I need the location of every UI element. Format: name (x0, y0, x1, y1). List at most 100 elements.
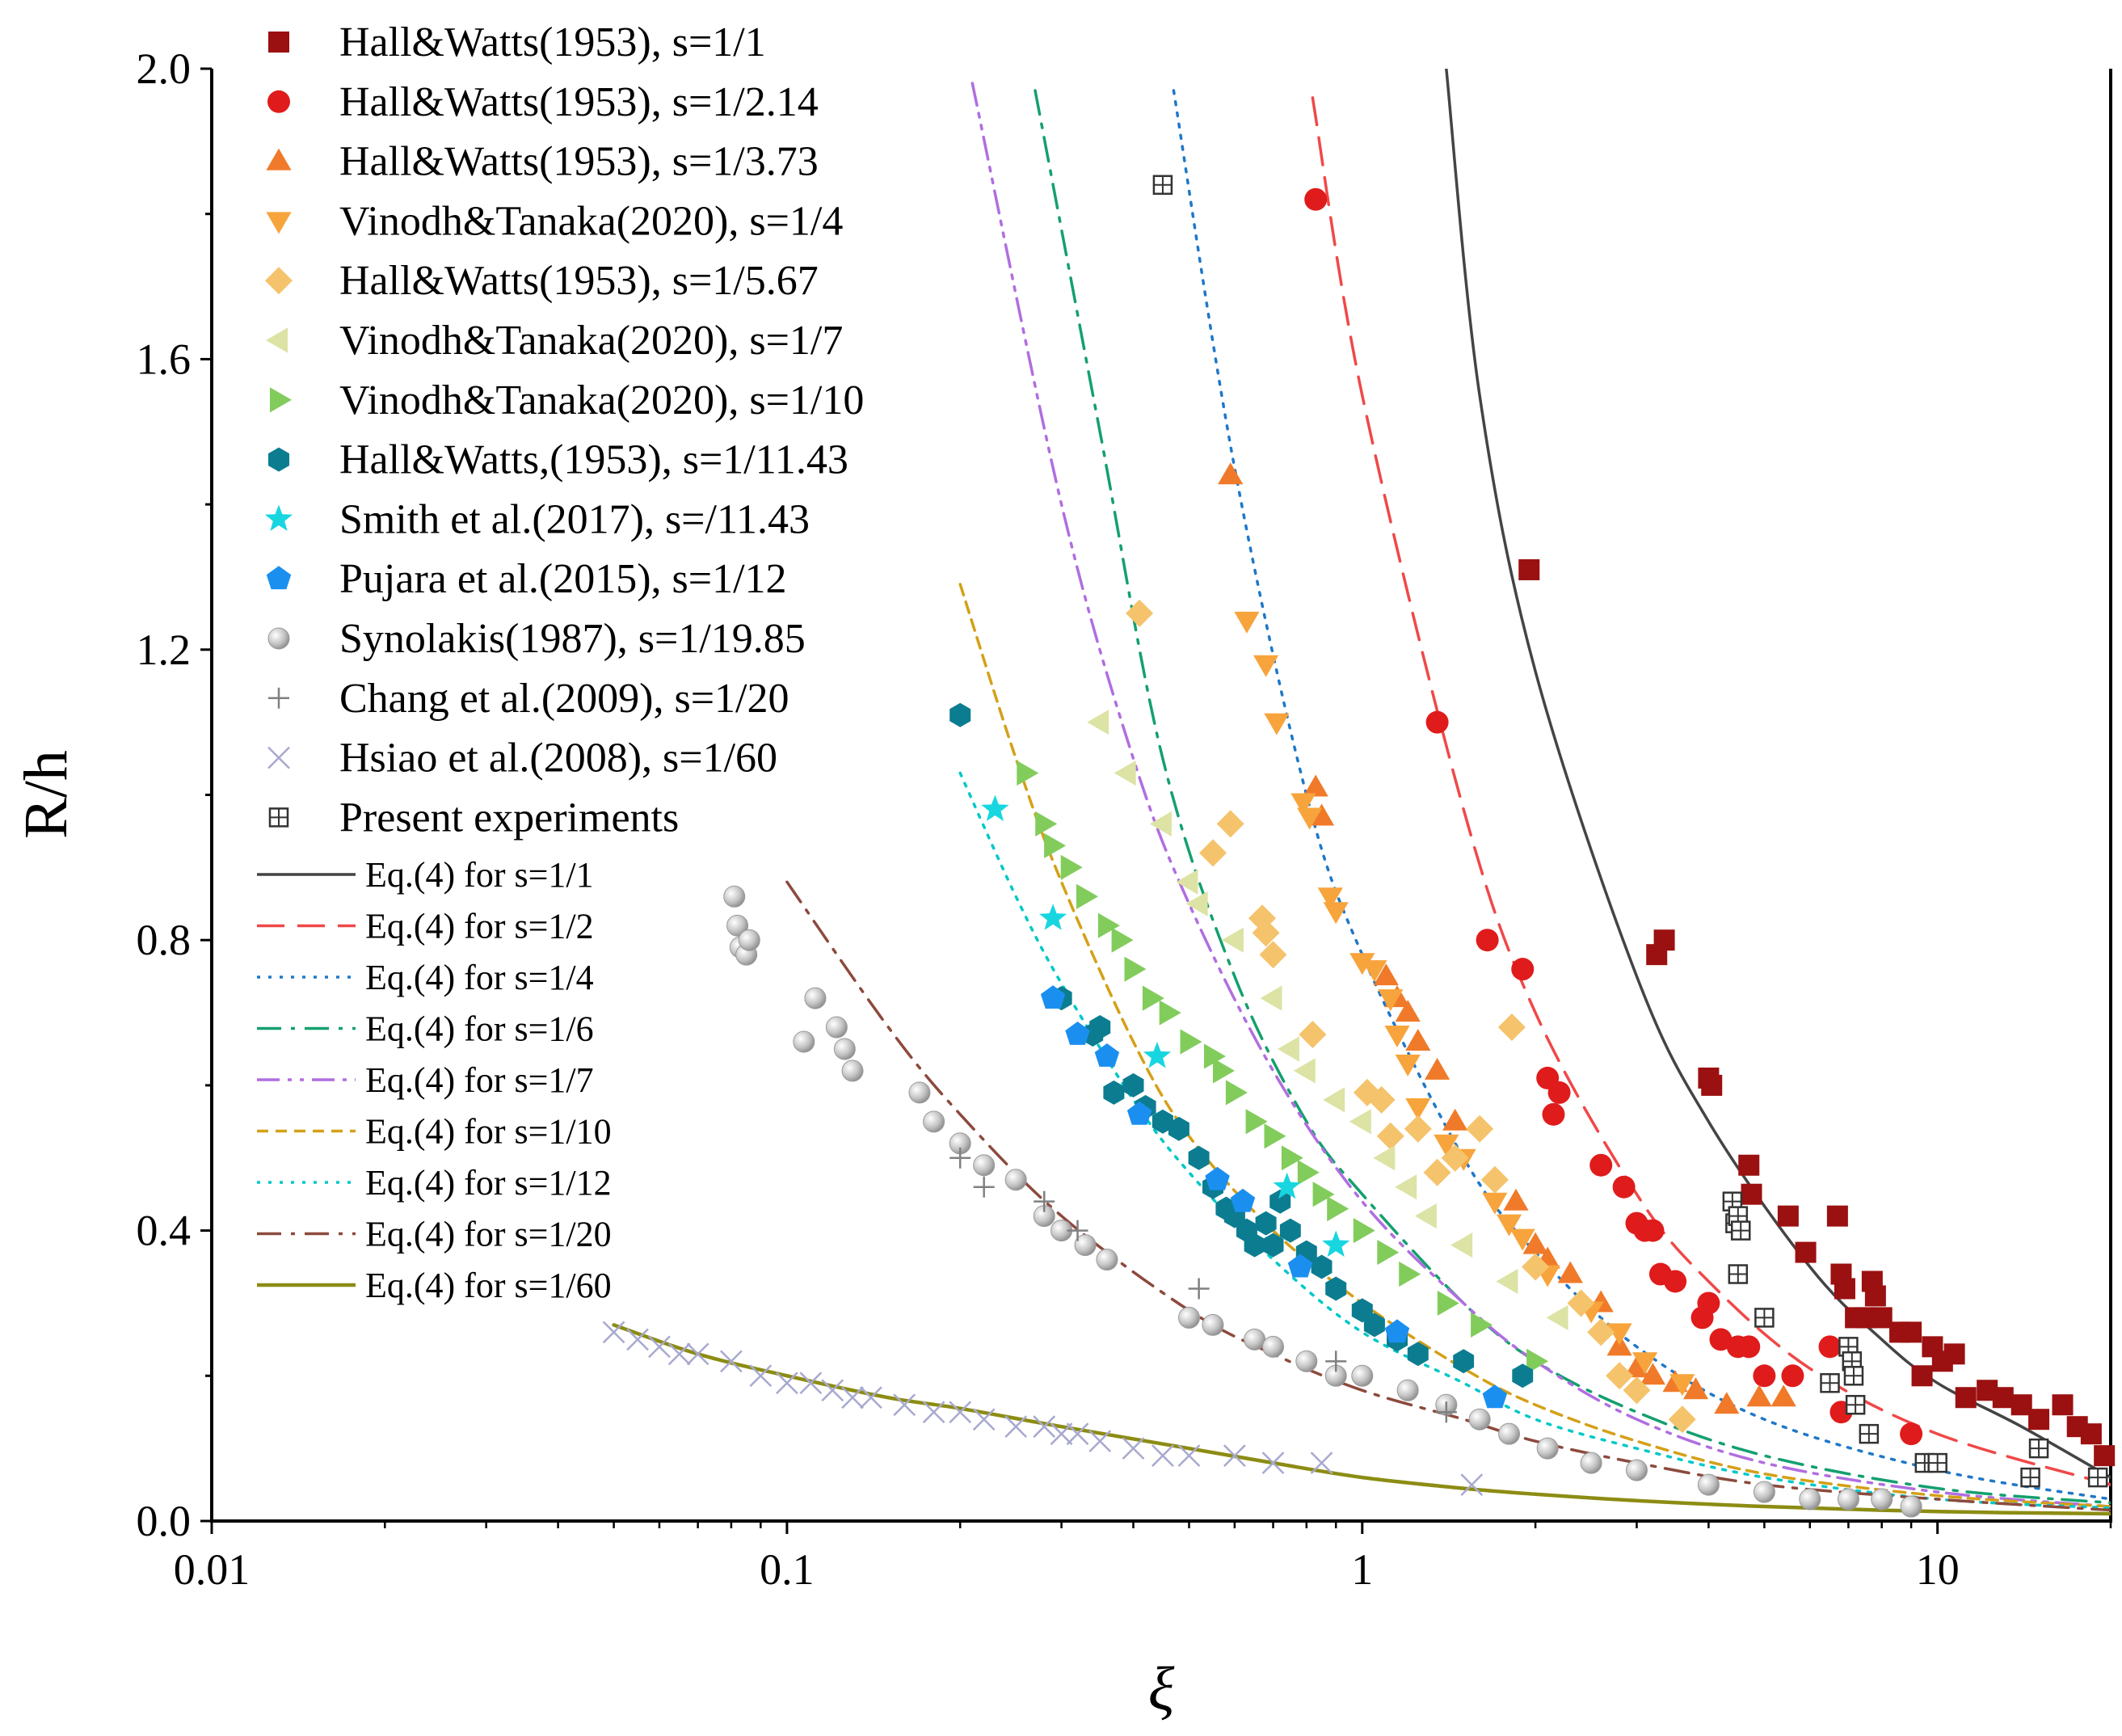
legend-symbol-chang (268, 687, 289, 709)
point-vt7 (1221, 927, 1244, 953)
point-vt7 (1496, 1268, 1518, 1295)
point-hw2 (1589, 1153, 1613, 1177)
point-hw5 (1466, 1114, 1494, 1143)
point-hw11 (1453, 1349, 1475, 1374)
cross-stroke-b (893, 1393, 916, 1417)
point-vt4 (1323, 902, 1349, 925)
point-hsiao (922, 1401, 945, 1424)
point-chang (1067, 1220, 1088, 1241)
point-vt4 (1362, 960, 1387, 983)
point-vt7 (1414, 1203, 1437, 1229)
curve-eq4 (1172, 89, 2111, 1501)
point-hw11 (949, 702, 971, 727)
point-hsiao (1050, 1422, 1073, 1446)
point-hw1 (2052, 1394, 2074, 1416)
point-vt7 (1293, 1058, 1316, 1084)
legend-item-chang: Chang et al.(2009), s=1/20 (268, 676, 789, 722)
point-pujara (1230, 1188, 1256, 1212)
point-hw5 (1199, 839, 1227, 867)
series-hsiao (602, 1321, 1484, 1496)
legend-label-eq20: Eq.(4) for s=1/20 (365, 1215, 612, 1254)
point-hsiao (686, 1342, 709, 1366)
point-hw11 (1351, 1298, 1373, 1323)
point-hsiao (648, 1335, 671, 1359)
fit-curves (612, 69, 2111, 1516)
point-hw5 (1567, 1289, 1595, 1317)
point-present (2087, 1467, 2108, 1488)
point-hw3 (1395, 1000, 1421, 1022)
point-hw11 (1512, 1363, 1534, 1388)
point-vt10 (1017, 761, 1039, 786)
point-synolakis (738, 929, 760, 951)
point-pujara (1205, 1166, 1230, 1190)
point-synolakis (1900, 1495, 1922, 1518)
legend-symbol-smith (264, 504, 293, 531)
point-hw1 (1955, 1387, 1977, 1409)
cross-stroke-b (821, 1379, 844, 1402)
point-synolakis (1202, 1313, 1224, 1336)
series-chang (949, 1147, 1457, 1423)
cross-stroke-b (1004, 1415, 1028, 1439)
point-hw3 (1309, 803, 1335, 826)
cross-stroke-b (1122, 1437, 1145, 1460)
point-present (1728, 1264, 1749, 1284)
point-present (1842, 1351, 1863, 1372)
point-hsiao (1310, 1452, 1333, 1475)
legend-item-vt7: Vinodh&Tanaka(2020), s=1/7 (266, 318, 843, 364)
point-vt10 (1111, 927, 1134, 953)
point-synolakis (923, 1110, 945, 1133)
curve-eq10 (958, 583, 2111, 1508)
point-synolakis (804, 987, 827, 1009)
legend-label-chang: Chang et al.(2009), s=1/20 (339, 676, 789, 722)
cross-stroke-b (720, 1350, 743, 1373)
legend-item-eq2: Eq.(4) for s=1/2 (257, 907, 594, 946)
point-present (1843, 1366, 1864, 1386)
point-vt4 (1384, 1026, 1410, 1047)
point-hsiao (667, 1342, 691, 1366)
point-hw1 (2094, 1445, 2116, 1467)
point-hw2 (1781, 1364, 1804, 1388)
point-hw1 (1911, 1365, 1933, 1387)
point-hw11 (1255, 1211, 1277, 1236)
y-tick-label: 0.8 (137, 916, 192, 964)
legend-item-hw3: Hall&Watts(1953), s=1/3.73 (266, 139, 819, 185)
curve-eq1 (1445, 69, 2111, 1479)
point-vt10 (1399, 1261, 1421, 1287)
point-hw11 (1244, 1232, 1265, 1258)
point-synolakis (908, 1081, 931, 1104)
point-hw2 (1818, 1335, 1842, 1359)
point-hw3 (1442, 1108, 1468, 1131)
point-synolakis (1396, 1379, 1419, 1401)
point-hsiao (841, 1386, 864, 1409)
point-synolakis (973, 1154, 996, 1177)
cross-stroke-b (1261, 1452, 1285, 1475)
point-synolakis (1351, 1364, 1374, 1387)
y-axis-ticks: 0.0 0.4 0.8 1.2 1.6 2.0 (137, 44, 212, 1545)
legend-symbol-hw1 (268, 32, 289, 53)
point-present (1927, 1452, 1947, 1473)
point-synolakis (1468, 1408, 1491, 1431)
point-vt7 (1087, 710, 1109, 735)
point-hw5 (1480, 1165, 1509, 1194)
legend-symbol-vt10 (270, 387, 292, 413)
point-hsiao (776, 1372, 798, 1395)
point-vt10 (1225, 1080, 1248, 1106)
point-hsiao (1066, 1422, 1089, 1446)
legend-label-pujara: Pujara et al.(2015), s=1/12 (339, 556, 787, 602)
point-vt4 (1264, 713, 1290, 735)
point-hsiao (893, 1393, 916, 1417)
point-vt10 (1437, 1290, 1459, 1316)
point-vt10 (1097, 912, 1120, 938)
point-hw11 (1168, 1116, 1189, 1141)
point-hsiao (720, 1350, 743, 1373)
point-vt10 (1159, 1000, 1181, 1026)
series-smith (981, 794, 1350, 1258)
x-tick-label: 10 (1916, 1545, 1960, 1594)
point-hw11 (1407, 1342, 1429, 1367)
point-hw1 (1834, 1278, 1855, 1300)
legend-label-eq1: Eq.(4) for s=1/1 (365, 855, 594, 895)
point-synolakis (793, 1030, 815, 1053)
point-hw1 (1777, 1205, 1799, 1227)
y-tick-label: 0.0 (137, 1497, 192, 1545)
point-hsiao (1033, 1415, 1056, 1439)
